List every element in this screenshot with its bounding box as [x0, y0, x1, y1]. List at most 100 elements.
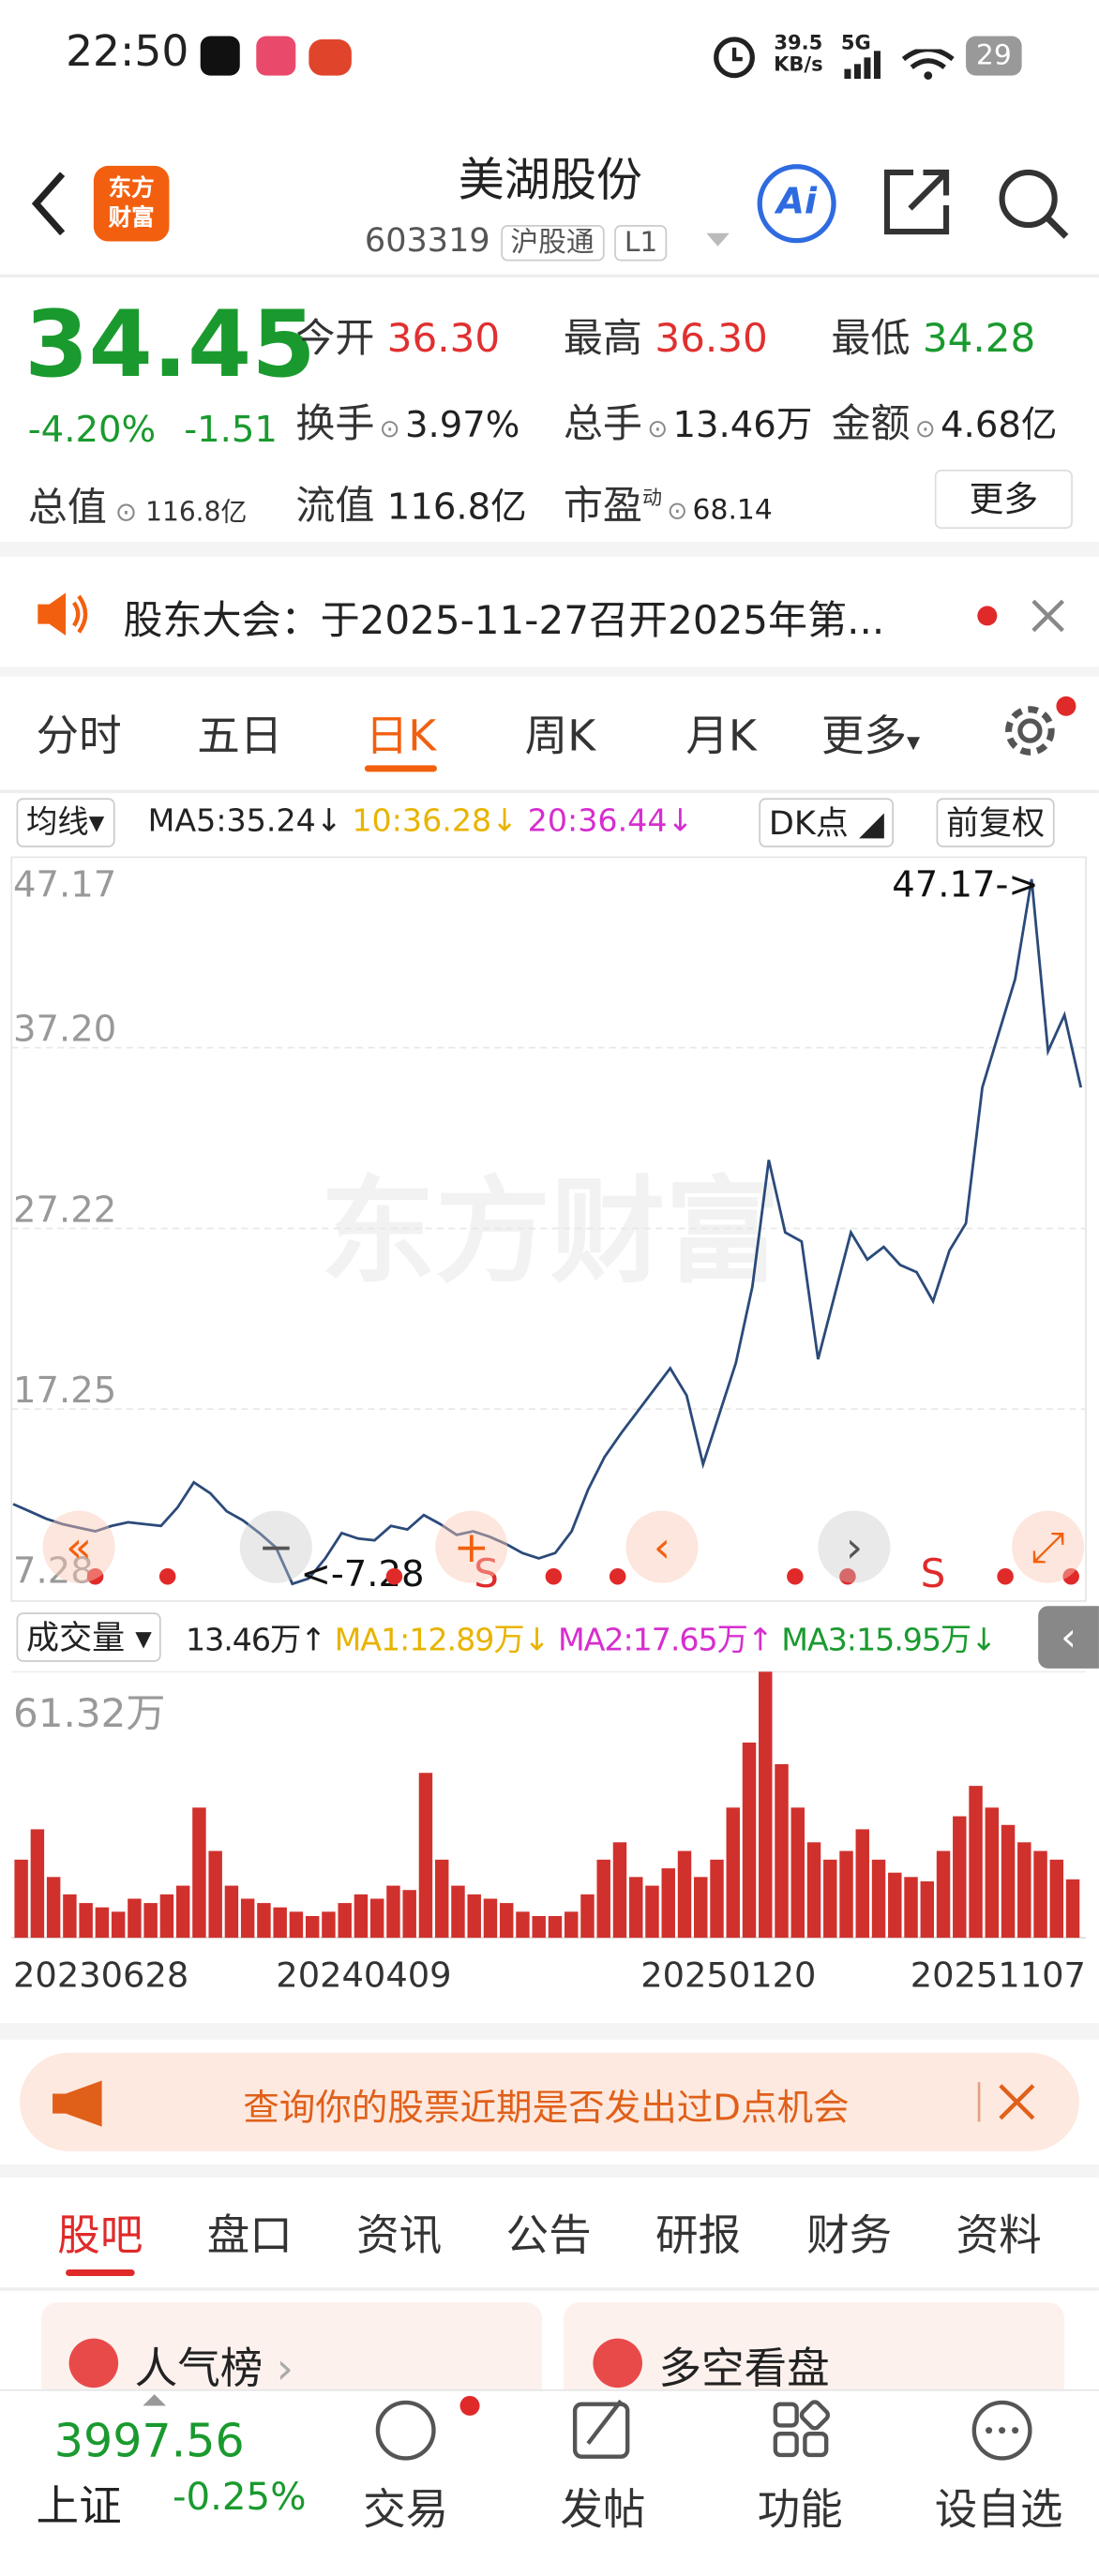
chart-nav-button	[625, 1510, 699, 1583]
info-icon[interactable]: ⊙	[647, 413, 669, 443]
period-tab[interactable]: 月K	[685, 712, 757, 762]
period-tab[interactable]: 五日	[197, 712, 283, 762]
banner[interactable]	[20, 2052, 1079, 2151]
nav-item[interactable]: 交易	[363, 2486, 449, 2536]
back-button[interactable]	[23, 168, 73, 240]
index-value[interactable]: 3997.56	[53, 2414, 245, 2468]
content-tab[interactable]: 公告	[505, 2211, 592, 2262]
ma-selector[interactable]: 均线▾	[16, 798, 114, 847]
volume-bar	[985, 1807, 1000, 1939]
volume-bar	[677, 1850, 692, 1939]
info-icon[interactable]: ⊙	[667, 496, 688, 526]
volume-bar	[888, 1872, 902, 1939]
volume-bar	[953, 1816, 967, 1939]
chart-nav-icon: ›	[846, 1522, 863, 1572]
tab-underline	[364, 765, 437, 772]
signal-icons	[844, 49, 955, 80]
field-value: 116.8亿	[386, 487, 527, 530]
search-button[interactable]	[996, 166, 1072, 242]
banner-icon	[53, 2080, 102, 2127]
banner-text[interactable]: 查询你的股票近期是否发出过D点机会	[243, 2089, 850, 2131]
date-label: 20240409	[276, 1955, 452, 1996]
collapse-button[interactable]: ‹	[1038, 1606, 1099, 1669]
notice-text[interactable]: 股东大会：于2025-11-27召开2025年第...	[123, 597, 885, 644]
battery: 29	[966, 36, 1022, 76]
nav-icons	[375, 2395, 1032, 2461]
total-value: 总值 ⊙ 116.8亿	[27, 484, 248, 531]
volume-bar	[629, 1877, 643, 1939]
banner-close[interactable]	[976, 2079, 1042, 2125]
period-tab[interactable]: 日K	[365, 712, 437, 762]
date-label: 20250120	[640, 1955, 817, 1996]
settings-button[interactable]	[997, 693, 1082, 765]
volume-bar	[565, 1911, 579, 1939]
content-tab[interactable]: 盘口	[206, 2211, 293, 2262]
volume-bar	[240, 1898, 255, 1939]
index-arrow	[143, 2394, 166, 2406]
period-tab[interactable]: 更多▾	[820, 712, 921, 762]
field-value: 68.14	[692, 494, 773, 528]
price-line	[12, 878, 1083, 1586]
card-title[interactable]: 人气榜 ›	[134, 2344, 294, 2395]
volume-bar	[855, 1829, 869, 1939]
card[interactable]	[563, 2302, 1065, 2402]
field-label: 市盈	[563, 483, 642, 530]
volume-bar	[483, 1898, 498, 1939]
volume-bar	[823, 1859, 837, 1939]
period-tab[interactable]: 周K	[524, 712, 596, 762]
more-button[interactable]: 更多	[934, 470, 1073, 530]
content-tab[interactable]: 资料	[956, 2211, 1042, 2262]
card[interactable]	[40, 2302, 543, 2402]
adjust-button[interactable]: 前复权	[936, 798, 1055, 847]
volume-bar	[1065, 1879, 1080, 1939]
info-icon[interactable]: ⊙	[379, 413, 400, 443]
content-tab[interactable]: 股吧	[57, 2211, 143, 2262]
dk-button[interactable]: DK点 ◢	[759, 798, 895, 847]
volume-bar	[95, 1907, 110, 1939]
volume-bar	[742, 1742, 757, 1939]
field-label: 最低	[831, 315, 911, 362]
volume-bar	[434, 1859, 449, 1939]
volume-selector[interactable]: 成交量 ▾	[16, 1612, 162, 1662]
volume-bar	[499, 1903, 514, 1939]
volume-chart: 61.32万	[11, 1670, 1086, 1939]
notice-controls[interactable]	[974, 598, 1073, 635]
volume-bar	[775, 1764, 789, 1939]
dropdown-arrow[interactable]	[703, 230, 733, 249]
ma5: MA5:35.24↓	[147, 802, 342, 840]
ai-button[interactable]: Ai	[757, 164, 836, 244]
nav-item[interactable]: 设自选	[934, 2486, 1063, 2536]
field-label: 流值	[295, 483, 375, 530]
volume-bar	[30, 1829, 45, 1939]
quote-field: 金额 ⊙ 4.68亿	[831, 391, 1057, 448]
volume-bar	[354, 1894, 369, 1939]
signal-label: S	[921, 1550, 946, 1596]
speaker-icon	[38, 592, 88, 636]
tab-underline	[66, 2269, 135, 2276]
card-title[interactable]: 多空看盘	[658, 2344, 830, 2395]
nav-item[interactable]: 功能	[757, 2486, 843, 2536]
volume-bar	[79, 1903, 93, 1939]
content-tab[interactable]: 财务	[806, 2211, 893, 2262]
volume-bar	[969, 1786, 983, 1939]
content-tab[interactable]: 资讯	[356, 2211, 443, 2262]
volume-bar	[920, 1880, 935, 1939]
index-name[interactable]: 上证	[36, 2482, 122, 2533]
info-icon[interactable]: ⊙	[914, 413, 936, 443]
content-tab[interactable]: 研报	[655, 2211, 742, 2262]
volume-bar	[580, 1894, 595, 1939]
index-change[interactable]: -0.25%	[172, 2476, 307, 2520]
quote-field: 总手 ⊙ 13.46万	[564, 391, 813, 448]
volume-bar	[806, 1842, 821, 1939]
volume-bar	[532, 1915, 546, 1939]
volume-bar	[175, 1885, 190, 1939]
signal-dot	[158, 1567, 176, 1585]
chart-nav-button	[239, 1510, 312, 1583]
nav-item[interactable]: 发帖	[560, 2486, 646, 2536]
quote-field: 最高 36.30	[564, 306, 768, 363]
volume-bar	[726, 1807, 740, 1939]
volume-bar	[904, 1877, 918, 1939]
share-button[interactable]	[881, 166, 953, 238]
volume-bar	[224, 1885, 239, 1939]
period-tab[interactable]: 分时	[36, 712, 122, 762]
